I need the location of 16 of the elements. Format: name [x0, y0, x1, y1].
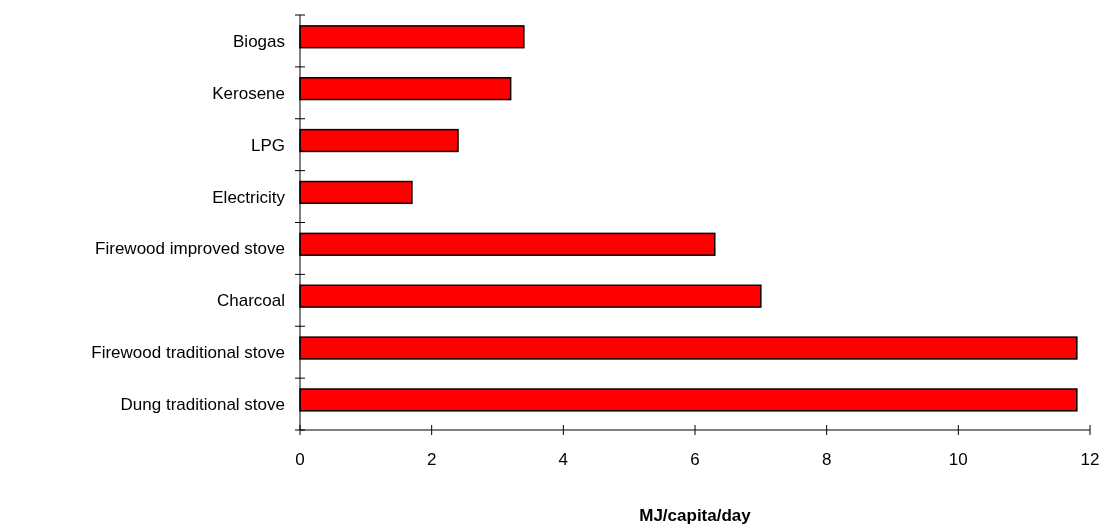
- x-tick-label: 6: [690, 450, 700, 469]
- x-tick-label: 4: [558, 450, 569, 469]
- y-tick-label: Dung traditional stove: [120, 395, 285, 415]
- x-tick-label: 0: [295, 450, 305, 469]
- x-tick-label: 2: [426, 450, 437, 469]
- x-tick-label: 8: [821, 450, 832, 469]
- y-tick-label: Firewood improved stove: [95, 239, 285, 259]
- y-tick-label: LPG: [250, 135, 285, 155]
- x-tick-label: 12: [1080, 450, 1100, 469]
- y-tick-label: Electricity: [212, 187, 286, 207]
- y-tick-label: Kerosene: [212, 83, 285, 103]
- y-tick-label: Charcoal: [216, 291, 285, 311]
- y-tick-label: Biogas: [233, 31, 285, 51]
- y-tick-label: Firewood traditional stove: [91, 343, 285, 363]
- x-axis-title: MJ/capita/day: [639, 506, 752, 525]
- x-tick-label: 10: [948, 450, 968, 469]
